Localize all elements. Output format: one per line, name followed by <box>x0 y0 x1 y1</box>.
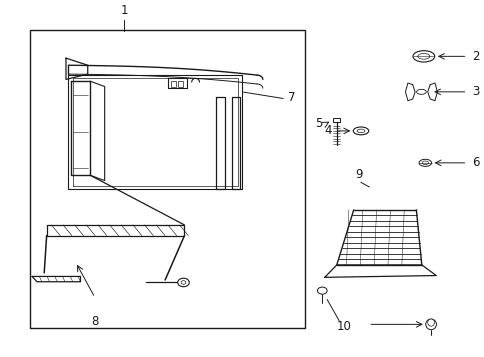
Text: 5: 5 <box>314 117 322 130</box>
Polygon shape <box>231 97 240 190</box>
Polygon shape <box>66 58 88 79</box>
Text: 8: 8 <box>91 316 98 328</box>
Polygon shape <box>68 75 242 190</box>
Polygon shape <box>90 81 105 181</box>
Circle shape <box>317 287 326 294</box>
Polygon shape <box>71 81 90 175</box>
Ellipse shape <box>418 159 431 166</box>
Polygon shape <box>167 79 186 89</box>
Ellipse shape <box>421 161 427 165</box>
Circle shape <box>177 278 189 287</box>
Bar <box>170 81 175 87</box>
Text: 7: 7 <box>288 91 295 104</box>
Ellipse shape <box>425 319 436 330</box>
Text: 3: 3 <box>471 85 479 98</box>
Polygon shape <box>215 97 224 190</box>
Ellipse shape <box>352 127 368 135</box>
Ellipse shape <box>412 51 434 62</box>
Bar <box>177 81 182 87</box>
Ellipse shape <box>356 129 364 133</box>
Polygon shape <box>324 265 436 277</box>
Text: 4: 4 <box>324 124 331 137</box>
Polygon shape <box>68 65 257 84</box>
Ellipse shape <box>427 319 434 326</box>
Bar <box>30 30 305 328</box>
Ellipse shape <box>417 54 429 59</box>
Text: 9: 9 <box>354 167 362 181</box>
Polygon shape <box>46 225 184 236</box>
Bar <box>333 118 339 122</box>
Text: 2: 2 <box>471 50 479 63</box>
Polygon shape <box>32 276 80 282</box>
Text: 1: 1 <box>120 4 127 17</box>
Text: 6: 6 <box>471 156 479 169</box>
Ellipse shape <box>416 89 425 94</box>
Circle shape <box>181 281 185 284</box>
Text: 10: 10 <box>336 320 351 333</box>
